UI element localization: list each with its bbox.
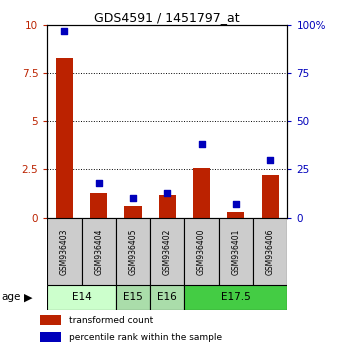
Text: GSM936401: GSM936401 (232, 228, 240, 275)
Bar (150, 218, 185, 285)
Point (267, 157, 273, 163)
Bar (124, 206, 142, 218)
Text: E17.5: E17.5 (221, 292, 251, 302)
Bar (116, 218, 150, 285)
Text: GSM936402: GSM936402 (163, 228, 172, 275)
Text: ▶: ▶ (24, 292, 33, 302)
Text: transformed count: transformed count (70, 315, 154, 325)
Point (199, 142, 204, 147)
Bar (150, 285, 185, 310)
Bar (193, 167, 210, 218)
Bar (253, 218, 287, 285)
Point (165, 190, 170, 195)
Title: GDS4591 / 1451797_at: GDS4591 / 1451797_at (95, 11, 240, 24)
Text: E15: E15 (123, 292, 143, 302)
Text: GSM936400: GSM936400 (197, 228, 206, 275)
Text: age: age (2, 292, 21, 302)
Bar (47, 285, 116, 310)
Bar (47, 218, 81, 285)
Point (62, 28, 67, 33)
Point (96, 180, 101, 186)
Text: E16: E16 (158, 292, 177, 302)
Bar (262, 175, 279, 218)
Bar (40, 332, 61, 342)
Bar (90, 193, 107, 218)
Bar (227, 212, 244, 218)
Bar (159, 195, 176, 218)
Bar (116, 285, 150, 310)
Text: GSM936403: GSM936403 (60, 228, 69, 275)
Text: percentile rank within the sample: percentile rank within the sample (70, 332, 223, 342)
Point (233, 201, 239, 207)
Text: GSM936405: GSM936405 (128, 228, 138, 275)
Point (130, 195, 136, 201)
Text: GSM936404: GSM936404 (94, 228, 103, 275)
Bar (185, 218, 219, 285)
Bar (185, 285, 287, 310)
Bar (219, 218, 253, 285)
Bar (56, 58, 73, 218)
Text: GSM936406: GSM936406 (266, 228, 275, 275)
Text: E14: E14 (72, 292, 92, 302)
Bar (81, 218, 116, 285)
Bar (40, 315, 61, 325)
